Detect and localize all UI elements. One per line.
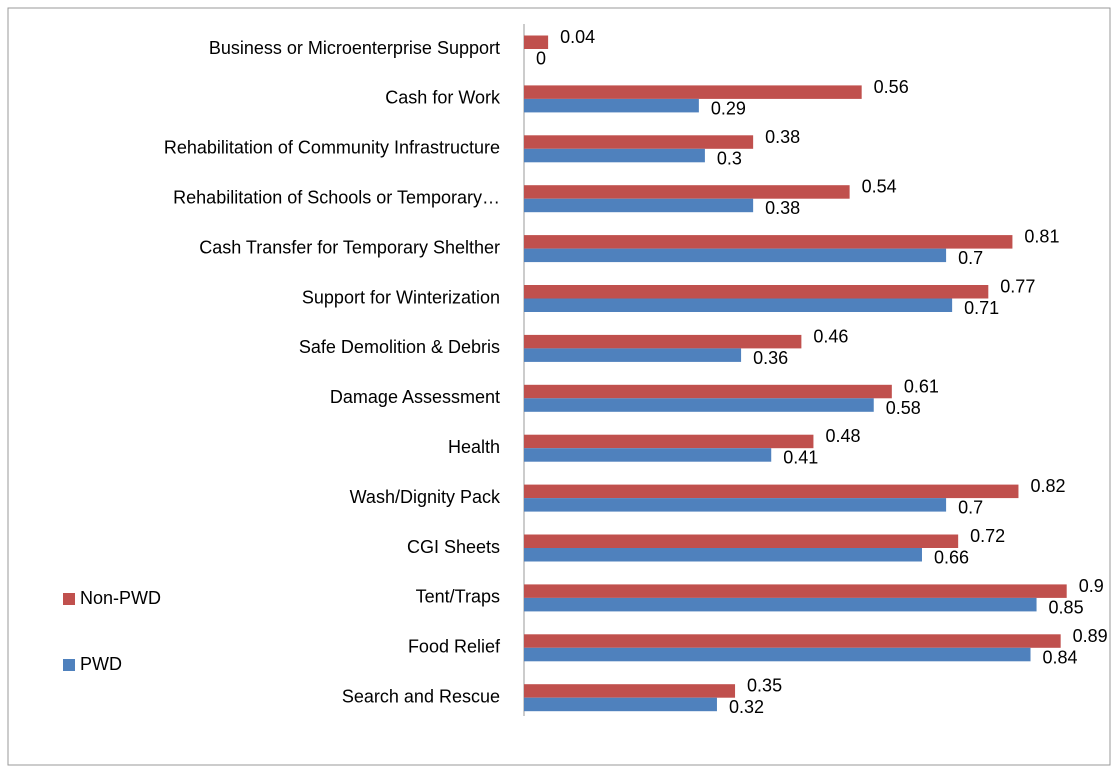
bar: [524, 285, 989, 299]
bar: [524, 98, 699, 113]
category-label: Wash/Dignity Pack: [350, 487, 501, 507]
bar: [524, 434, 814, 449]
value-label: 0.84: [1043, 647, 1078, 667]
value-label: 0.56: [874, 77, 909, 97]
bar: [524, 235, 1013, 249]
value-label: 0.66: [934, 548, 969, 568]
value-label: 0.3: [717, 148, 742, 168]
value-label: 0.48: [825, 426, 860, 446]
legend-label: PWD: [80, 654, 122, 674]
bar: [524, 597, 1037, 612]
bar: [524, 35, 549, 49]
bar: [524, 148, 705, 163]
value-label: 0.29: [711, 98, 746, 118]
bar: [524, 534, 959, 548]
value-label: 0.61: [904, 376, 939, 396]
legend-label: Non-PWD: [80, 588, 161, 608]
bar: [524, 498, 947, 512]
value-label: 0.7: [958, 248, 983, 268]
value-label: 0: [536, 49, 546, 69]
value-label: 0.36: [753, 348, 788, 368]
value-label: 0.71: [964, 298, 999, 318]
bar: [524, 548, 922, 562]
bar: [524, 298, 953, 312]
value-label: 0.82: [1030, 476, 1065, 496]
category-label: Cash for Work: [385, 88, 501, 108]
bar: [524, 248, 947, 263]
category-label: CGI Sheets: [407, 537, 500, 557]
legend-swatch: [63, 593, 75, 605]
legend-swatch: [63, 659, 75, 671]
value-label: 0.41: [783, 448, 818, 468]
category-label: Tent/Traps: [416, 587, 500, 607]
bar: [524, 448, 772, 462]
category-label: Business or Microenterprise Support: [209, 38, 500, 58]
value-label: 0.35: [747, 676, 782, 696]
bar: [524, 684, 736, 698]
bar: [524, 697, 717, 712]
category-label: Support for Winterization: [302, 287, 500, 307]
bar: [524, 198, 754, 213]
value-label: 0.72: [970, 526, 1005, 546]
bar: [524, 334, 802, 349]
bar: [524, 384, 892, 399]
bar: [524, 484, 1019, 499]
bar: [524, 85, 862, 99]
category-label: Cash Transfer for Temporary Shelther: [199, 237, 500, 257]
value-label: 0.81: [1024, 227, 1059, 247]
bar: [524, 135, 754, 149]
bar: [524, 647, 1031, 662]
value-label: 0.58: [886, 398, 921, 418]
value-label: 0.46: [813, 326, 848, 346]
category-label: Damage Assessment: [330, 387, 500, 407]
value-label: 0.32: [729, 697, 764, 717]
value-label: 0.77: [1000, 277, 1035, 297]
value-label: 0.89: [1073, 626, 1108, 646]
category-label: Rehabilitation of Community Infrastructu…: [164, 138, 500, 158]
bar: [524, 348, 742, 362]
category-label: Search and Rescue: [342, 686, 500, 706]
bar: [524, 634, 1061, 648]
bar: [524, 584, 1067, 598]
value-label: 0.9: [1079, 576, 1104, 596]
value-label: 0.7: [958, 498, 983, 518]
value-label: 0.54: [862, 177, 897, 197]
value-label: 0.38: [765, 198, 800, 218]
bar: [524, 185, 850, 199]
bar: [524, 398, 874, 412]
value-label: 0.85: [1049, 597, 1084, 617]
category-label: Food Relief: [408, 637, 501, 657]
category-label: Safe Demolition & Debris: [299, 337, 500, 357]
category-label: Health: [448, 437, 500, 457]
value-label: 0.04: [560, 27, 595, 47]
value-label: 0.38: [765, 127, 800, 147]
category-label: Rehabilitation of Schools or Temporary…: [173, 187, 500, 207]
